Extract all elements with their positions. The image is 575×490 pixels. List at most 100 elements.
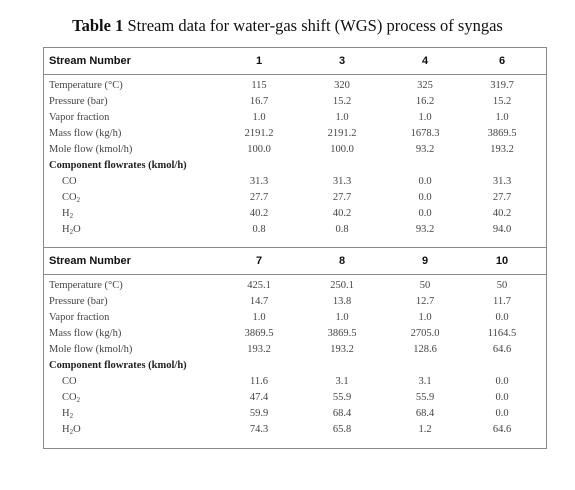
section-heading-row: Component flowrates (kmol/h) xyxy=(44,160,546,174)
table-cell: 1.0 xyxy=(335,312,349,323)
row-label: Mole flow (kmol/h) xyxy=(49,344,133,355)
table-cell: 31.3 xyxy=(332,176,352,187)
stream-number-header-row: Stream Number 1 3 4 6 xyxy=(44,48,546,75)
table-cell: 27.7 xyxy=(249,192,269,203)
table-cell: 16.2 xyxy=(415,96,435,107)
table-caption-text: Stream data for water-gas shift (WGS) pr… xyxy=(127,16,503,35)
table-cell: 193.2 xyxy=(330,344,354,355)
table-cell: 55.9 xyxy=(332,392,352,403)
row-label: CO2 xyxy=(62,192,81,204)
table-row: CO2 47.4 55.9 55.9 0.0 xyxy=(44,392,546,406)
row-label: Pressure (bar) xyxy=(49,296,108,307)
table-cell: 193.2 xyxy=(247,344,271,355)
stream-number-cell: 9 xyxy=(421,255,429,267)
row-label: CO xyxy=(62,176,77,187)
stream-number-cell: 10 xyxy=(495,255,509,267)
table-cell: 1.0 xyxy=(335,112,349,123)
table-cell: 2705.0 xyxy=(410,328,440,339)
table-cell: 15.2 xyxy=(492,96,512,107)
stream-number-cell: 3 xyxy=(338,55,346,67)
table-row: Pressure (bar) 14.7 13.8 12.7 11.7 xyxy=(44,296,546,310)
table-cell: 68.4 xyxy=(332,408,352,419)
table-row: CO 11.6 3.1 3.1 0.0 xyxy=(44,376,546,390)
row-label: H2O xyxy=(62,424,81,436)
table-cell: 2191.2 xyxy=(244,128,274,139)
stream-number-cell: 1 xyxy=(255,55,263,67)
table-cell: 27.7 xyxy=(332,192,352,203)
table-cell: 40.2 xyxy=(492,208,512,219)
table-cell: 1164.5 xyxy=(487,328,517,339)
table-cell: 319.7 xyxy=(490,80,514,91)
table-cell: 11.6 xyxy=(250,376,268,387)
table-cell: 1.0 xyxy=(418,312,432,323)
table-cell: 1678.3 xyxy=(410,128,440,139)
table-cell: 40.2 xyxy=(249,208,269,219)
table-cell: 3869.5 xyxy=(327,328,357,339)
table-cell: 128.6 xyxy=(413,344,437,355)
row-label: Mole flow (kmol/h) xyxy=(49,144,133,155)
table-cell: 55.9 xyxy=(415,392,435,403)
table-cell: 0.8 xyxy=(252,224,266,235)
table-cell: 320 xyxy=(334,80,350,91)
stream-number-cell: 8 xyxy=(338,255,346,267)
stream-data-table: Stream Number 1 3 4 6 Temperature (°C) 115 320 3… xyxy=(43,47,547,449)
row-label: Mass flow (kg/h) xyxy=(49,328,122,339)
table-row: CO2 27.7 27.7 0.0 27.7 xyxy=(44,192,546,206)
row-label: H2O xyxy=(62,224,81,236)
table-cell: 15.2 xyxy=(332,96,352,107)
table-cell: 27.7 xyxy=(492,192,512,203)
table-cell: 74.3 xyxy=(249,424,269,435)
table-row: Temperature (°C) 425.1 250.1 50 50 xyxy=(44,280,546,294)
table-cell: 12.7 xyxy=(415,296,435,307)
table-row: Temperature (°C) 115 320 325 319.7 xyxy=(44,80,546,94)
table-cell: 2191.2 xyxy=(327,128,357,139)
table-block-2: Stream Number 7 8 9 10 Temperature (°C) 425.1 2… xyxy=(44,247,546,451)
table-cell: 0.0 xyxy=(495,408,509,419)
table-row: Mole flow (kmol/h) 100.0 100.0 93.2 193.2 xyxy=(44,144,546,158)
table-cell: 13.8 xyxy=(332,296,352,307)
table-cell: 59.9 xyxy=(249,408,269,419)
table-row: H2O 0.8 0.8 93.2 94.0 xyxy=(44,224,546,238)
row-label: Vapor fraction xyxy=(49,112,110,123)
table-cell: 0.0 xyxy=(418,192,432,203)
stream-number-header-label: Stream Number xyxy=(49,255,131,267)
stream-number-header-label: Stream Number xyxy=(49,55,131,67)
table-cell: 64.6 xyxy=(492,344,512,355)
table-cell: 3.1 xyxy=(418,376,432,387)
table-row: Pressure (bar) 16.7 15.2 16.2 15.2 xyxy=(44,96,546,110)
table-row: Vapor fraction 1.0 1.0 1.0 1.0 xyxy=(44,112,546,126)
table-cell: 1.0 xyxy=(418,112,432,123)
table-cell: 1.0 xyxy=(252,312,266,323)
row-label: Temperature (°C) xyxy=(49,280,123,291)
row-label: Component flowrates (kmol/h) xyxy=(49,160,187,171)
row-label: H2 xyxy=(62,208,74,220)
stream-number-cell: 4 xyxy=(421,55,429,67)
table-cell: 3869.5 xyxy=(487,128,517,139)
table-cell: 16.7 xyxy=(249,96,269,107)
table-cell: 93.2 xyxy=(415,144,435,155)
table-cell: 31.3 xyxy=(492,176,512,187)
row-label: H2 xyxy=(62,408,74,420)
table-cell: 100.0 xyxy=(330,144,354,155)
stream-number-cell: 7 xyxy=(255,255,263,267)
table-row: Mass flow (kg/h) 3869.5 3869.5 2705.0 1164.5 xyxy=(44,328,546,342)
table-row: H2 40.2 40.2 0.0 40.2 xyxy=(44,208,546,222)
table-row: Mole flow (kmol/h) 193.2 193.2 128.6 64.6 xyxy=(44,344,546,358)
table-cell: 193.2 xyxy=(490,144,514,155)
table-cell: 3869.5 xyxy=(244,328,274,339)
table-cell: 47.4 xyxy=(249,392,269,403)
table-row: CO 31.3 31.3 0.0 31.3 xyxy=(44,176,546,190)
row-label: Mass flow (kg/h) xyxy=(49,128,122,139)
table-cell: 1.2 xyxy=(418,424,432,435)
table-cell: 0.0 xyxy=(418,176,432,187)
table-cell: 0.0 xyxy=(495,376,509,387)
table-cell: 1.0 xyxy=(495,112,509,123)
table-caption: Table 1 Stream data for water-gas shift … xyxy=(0,16,575,36)
table-cell: 50 xyxy=(419,280,431,291)
table-cell: 65.8 xyxy=(332,424,352,435)
table-row: H2 59.9 68.4 68.4 0.0 xyxy=(44,408,546,422)
table-cell: 0.0 xyxy=(495,392,509,403)
table-cell: 325 xyxy=(417,80,433,91)
table-row: Vapor fraction 1.0 1.0 1.0 0.0 xyxy=(44,312,546,326)
